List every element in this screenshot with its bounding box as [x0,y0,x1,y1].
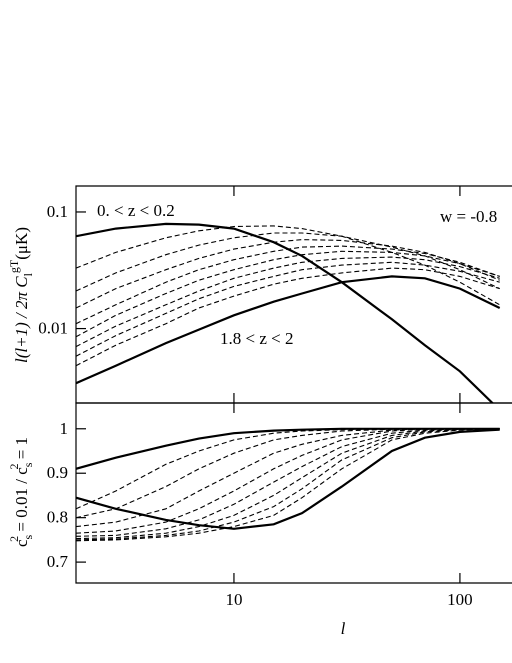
x-axis-label: l [341,619,346,638]
y-axis-label: l(l+1) / 2π ClgT(μK) [7,227,35,363]
series-line [76,428,500,519]
series-line [76,275,501,385]
annotation: w = -0.8 [440,207,497,226]
series-group [76,222,501,403]
bottom-panel: cs2 = 0.01 / cs2 = 1 l 10 100 1 0.9 0.8 0.7 [7,402,512,638]
y-tick-label: 0.8 [47,508,68,527]
series-line [76,428,500,537]
annotation: 0. < z < 0.2 [97,201,175,220]
series-line [76,225,500,306]
series-line [76,428,500,534]
series-line [76,428,500,540]
series-line [76,428,500,530]
annotation: 1.8 < z < 2 [220,329,293,348]
y-tick-label: 0.1 [47,202,68,221]
series-line [76,428,500,528]
series-line [76,261,500,357]
top-panel: l(l+1) / 2π ClgT(μK) 0. < z < 0.2 1.8 < … [7,185,512,404]
series-line [76,428,500,542]
y-axis-label: cs2 = 0.01 / cs2 = 1 [7,437,35,547]
x-tick-label: 10 [225,590,242,609]
y-tick-label: 0.01 [38,319,68,338]
series-line [76,428,500,541]
series-line [76,232,500,292]
series-line [76,250,500,338]
series-line [76,245,500,325]
series-line [76,239,500,309]
y-tick-label: 0.7 [47,552,69,571]
series-line [76,256,500,348]
x-tick-label: 100 [447,590,473,609]
series-group [76,427,500,542]
series-line [76,428,500,510]
plot-frame [75,402,512,584]
series-line [76,222,494,403]
y-tick-label: 1 [60,419,69,438]
y-tick-label: 0.9 [47,463,68,482]
series-line [76,267,500,367]
